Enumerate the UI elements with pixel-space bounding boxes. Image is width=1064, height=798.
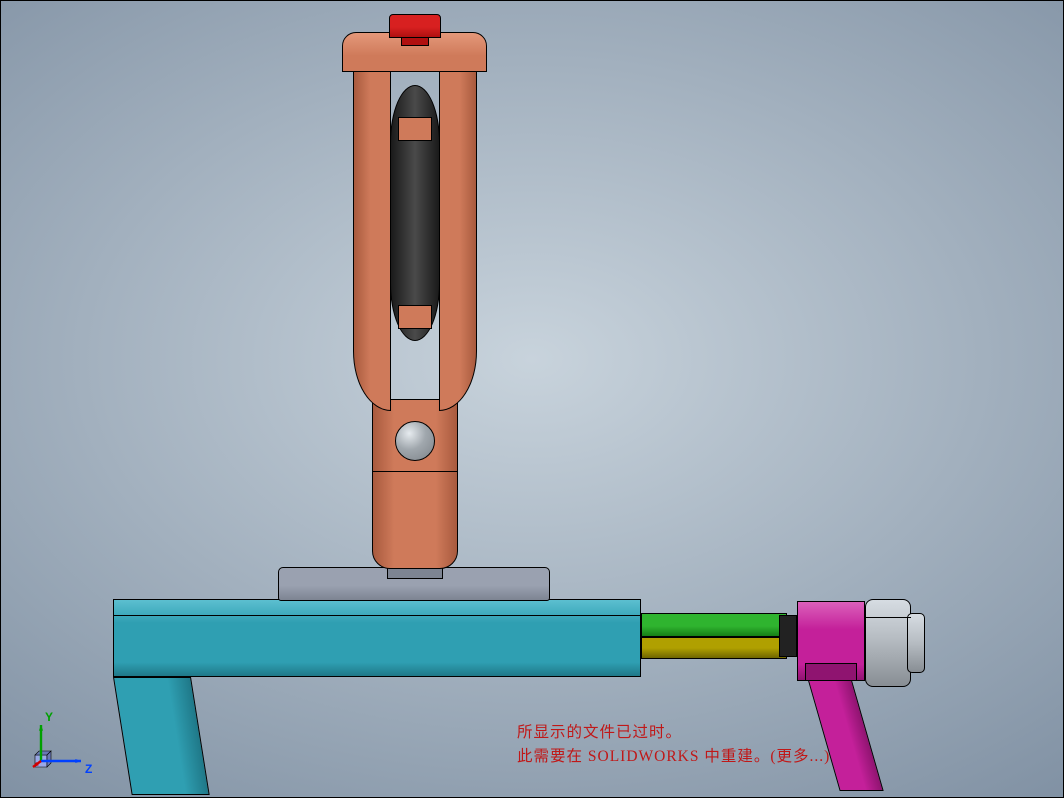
bracket-right: [439, 37, 477, 411]
magenta-notch: [805, 663, 857, 681]
red-clip: [389, 14, 441, 38]
pivot-pin: [395, 421, 435, 461]
knob-cap: [907, 613, 925, 673]
orientation-triad[interactable]: YZ: [19, 703, 89, 783]
bracket-left: [353, 37, 391, 411]
rod-coupling: [779, 615, 797, 657]
rod-olive: [641, 637, 787, 659]
base-plate: [113, 599, 641, 677]
rod-green: [641, 613, 787, 637]
rebuild-warning[interactable]: 所显示的文件已过时。 此需要在 SOLIDWORKS 中重建。(更多...): [517, 721, 830, 769]
warning-line-1: 所显示的文件已过时。: [517, 721, 830, 745]
pad-insert-bottom: [398, 305, 432, 329]
cad-model[interactable]: [1, 1, 1063, 797]
axis-label-z: Z: [85, 762, 92, 776]
warning-line-2: 此需要在 SOLIDWORKS 中重建。(更多...): [517, 745, 830, 769]
adjustment-knob: [865, 599, 911, 687]
base-plate-edge: [113, 615, 641, 616]
base-leg: [113, 677, 210, 795]
axis-label-y: Y: [45, 710, 53, 724]
bracket-stem-edge: [372, 471, 458, 472]
cad-viewport[interactable]: YZ 所显示的文件已过时。 此需要在 SOLIDWORKS 中重建。(更多...…: [0, 0, 1064, 798]
knob-edge: [865, 617, 911, 618]
pad-insert-top: [398, 117, 432, 141]
